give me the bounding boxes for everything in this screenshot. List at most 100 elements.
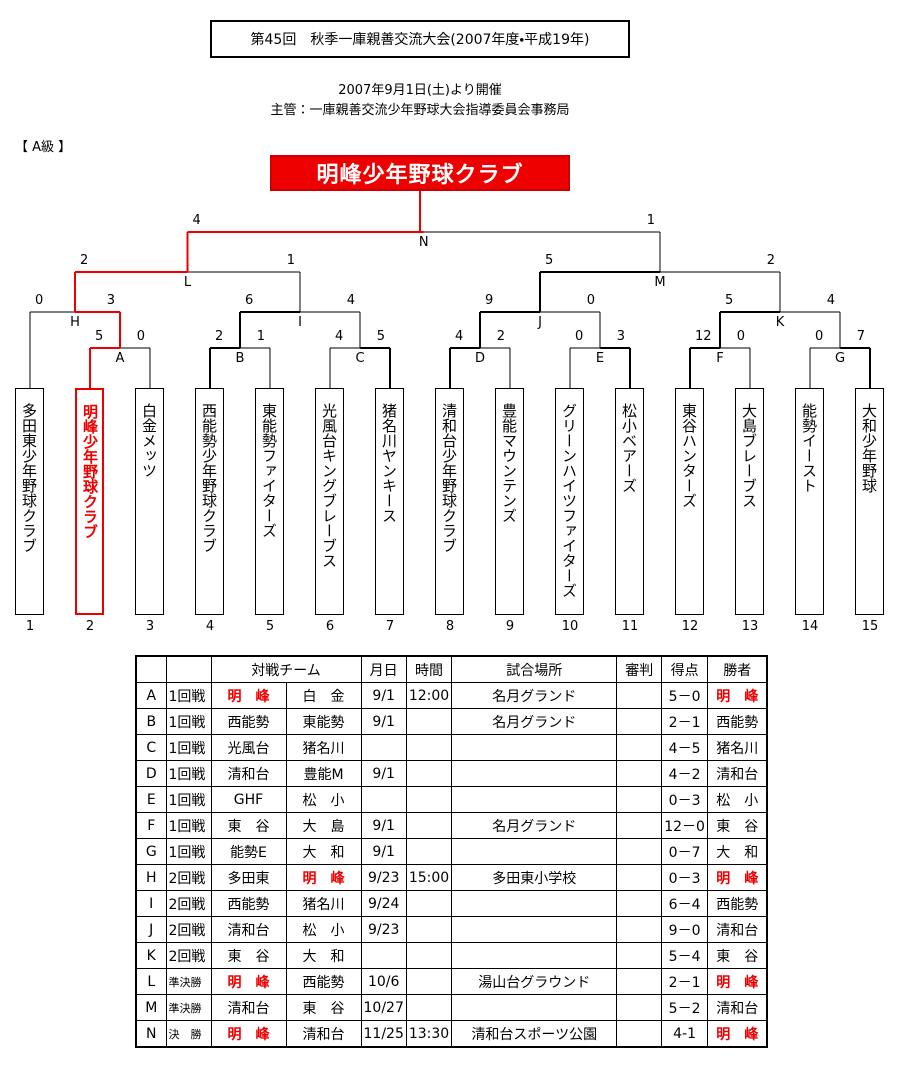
team-cell: 大 島 <box>285 812 362 839</box>
score: 2 <box>80 253 88 268</box>
date: 9/1 <box>360 708 407 735</box>
venue: 湯山台グラウンド <box>451 968 618 995</box>
round: 1回戦 <box>165 786 212 813</box>
score: 0 <box>587 293 595 308</box>
team-box: 東谷ハンターズ <box>675 388 704 615</box>
table-row: A 1回戦明 峰白 金 9/1 12:00 名月グランド 5－0 明 峰 <box>135 682 768 709</box>
time: 15:00 <box>405 864 453 891</box>
team-cell: 大 和 <box>285 942 362 969</box>
referee <box>616 812 663 839</box>
date: 9/24 <box>360 890 407 917</box>
venue <box>451 916 618 943</box>
team-box: 清和台少年野球クラブ <box>435 388 464 615</box>
referee <box>616 708 663 735</box>
team-cell: 多田東 <box>210 864 287 891</box>
referee <box>616 890 663 917</box>
team-box: 猪名川ヤンキース <box>375 388 404 615</box>
match-id: B <box>135 708 167 735</box>
team-cell: 東 谷 <box>210 942 287 969</box>
score: 5 <box>545 253 553 268</box>
round: 2回戦 <box>165 890 212 917</box>
round: 1回戦 <box>165 734 212 761</box>
venue <box>451 890 618 917</box>
team-number: 4 <box>205 619 215 634</box>
time <box>405 968 453 995</box>
table-row: B 1回戦 西能勢 東能勢 9/1 名月グランド 2－1 西能勢 <box>135 708 768 735</box>
date: 10/27 <box>360 994 407 1021</box>
score: 3 <box>107 293 115 308</box>
team-box: 能勢イースト <box>795 388 824 615</box>
result: 0－7 <box>661 838 708 865</box>
match-label: D <box>475 351 485 366</box>
winner: 大 和 <box>706 838 768 865</box>
venue: 名月グランド <box>451 682 618 709</box>
referee <box>616 734 663 761</box>
team-cell: 明 峰 <box>285 864 362 891</box>
table-row: J 2回戦 清和台松 小 9/23 9－0 清和台 <box>135 916 768 943</box>
header-cell: 審判 <box>616 655 663 683</box>
match-id: I <box>135 890 167 917</box>
match-label: K <box>776 315 785 330</box>
team-box: 松小ベアーズ <box>615 388 644 615</box>
team-cell: 明 峰 <box>210 1020 287 1048</box>
team-box: 光風台キングブレーブス <box>315 388 344 615</box>
team-cell: 東 谷 <box>285 994 362 1021</box>
team-number: 15 <box>861 619 879 634</box>
team-number: 8 <box>445 619 455 634</box>
team-box: 多田東少年野球クラブ <box>15 388 44 615</box>
team-cell: 白 金 <box>285 682 362 709</box>
header-cell: 試合場所 <box>451 655 618 683</box>
result: 5－0 <box>661 682 708 709</box>
date: 9/23 <box>360 916 407 943</box>
match-label: E <box>596 351 604 366</box>
date: 10/6 <box>360 968 407 995</box>
match-id: N <box>135 1020 167 1048</box>
team-cell: 西能勢 <box>285 968 362 995</box>
match-id: K <box>135 942 167 969</box>
result: 2－1 <box>661 708 708 735</box>
date: 11/25 <box>360 1020 407 1048</box>
result: 0－3 <box>661 864 708 891</box>
class-label: 【 A級 】 <box>15 140 72 155</box>
result: 2－1 <box>661 968 708 995</box>
time <box>405 708 453 735</box>
score: 4 <box>455 329 463 344</box>
referee <box>616 942 663 969</box>
time: 13:30 <box>405 1020 453 1048</box>
score: 12 <box>695 329 712 344</box>
round: 1回戦 <box>165 682 212 709</box>
match-label: G <box>835 351 845 366</box>
header-cell: 得点 <box>661 655 708 683</box>
result: 12－0 <box>661 812 708 839</box>
team-box: 白金メッツ <box>135 388 164 615</box>
team-box: 大島ブレーブス <box>735 388 764 615</box>
match-id: C <box>135 734 167 761</box>
round: 2回戦 <box>165 916 212 943</box>
header-cell: 対戦チーム <box>210 655 362 683</box>
score: 0 <box>737 329 745 344</box>
score: 2 <box>215 329 223 344</box>
venue <box>451 994 618 1021</box>
team-cell: 豊能M <box>285 760 362 787</box>
score: 4 <box>827 293 835 308</box>
team-cell: 大 和 <box>285 838 362 865</box>
team-cell: 清和台 <box>210 916 287 943</box>
referee <box>616 786 663 813</box>
time: 12:00 <box>405 682 453 709</box>
team-cell: 猪名川 <box>285 734 362 761</box>
table-row: D 1回戦 清和台 豊能M 9/1 4－2 清和台 <box>135 760 768 787</box>
result: 4－5 <box>661 734 708 761</box>
table-row: I 2回戦 西能勢 猪名川 9/24 6－4 西能勢 <box>135 890 768 917</box>
result: 5－4 <box>661 942 708 969</box>
round: 1回戦 <box>165 812 212 839</box>
round: 2回戦 <box>165 942 212 969</box>
team-cell: 清和台 <box>210 994 287 1021</box>
result: 4－2 <box>661 760 708 787</box>
result: 6－4 <box>661 890 708 917</box>
winner: 明 峰 <box>706 1020 768 1048</box>
venue <box>451 786 618 813</box>
round: 2回戦 <box>165 864 212 891</box>
match-label: C <box>355 351 364 366</box>
winner: 明 峰 <box>706 864 768 891</box>
